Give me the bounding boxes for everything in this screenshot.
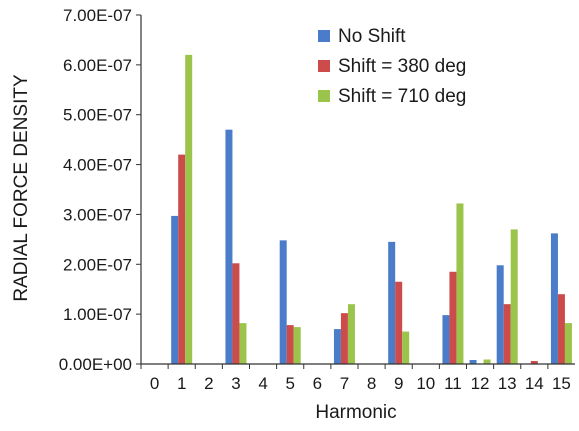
y-tick-label: 1.00E-07 (63, 305, 132, 324)
bar-shift-710-deg-harmonic-1 (185, 55, 192, 364)
bar-shift-710-deg-harmonic-3 (239, 323, 246, 364)
bar-no-shift-harmonic-13 (497, 265, 504, 364)
bar-shift-380-deg-harmonic-11 (449, 272, 456, 364)
y-axis-title: RADIAL FORCE DENSITY (11, 74, 32, 302)
legend-swatch (318, 30, 330, 42)
x-tick-label: 1 (177, 374, 186, 393)
bar-shift-380-deg-harmonic-15 (558, 294, 565, 364)
bar-no-shift-harmonic-5 (280, 240, 287, 364)
legend-label: Shift = 710 deg (338, 86, 466, 107)
bar-shift-380-deg-harmonic-7 (341, 313, 348, 364)
bar-shift-710-deg-harmonic-7 (348, 304, 355, 364)
bar-no-shift-harmonic-11 (442, 315, 449, 364)
y-tick-label: 3.00E-07 (63, 205, 132, 224)
legend-label: Shift = 380 deg (338, 56, 466, 77)
x-tick-label: 15 (552, 374, 571, 393)
y-tick-label: 2.00E-07 (63, 255, 132, 274)
x-tick-label: 6 (313, 374, 322, 393)
legend-swatch (318, 60, 330, 72)
bar-no-shift-harmonic-7 (334, 329, 341, 364)
bar-shift-710-deg-harmonic-5 (294, 327, 301, 364)
bar-shift-710-deg-harmonic-9 (402, 332, 409, 364)
bar-shift-380-deg-harmonic-5 (287, 325, 294, 364)
bar-no-shift-harmonic-3 (225, 130, 232, 364)
x-tick-label: 11 (444, 374, 462, 393)
bar-no-shift-harmonic-15 (551, 233, 558, 364)
x-tick-label: 8 (367, 374, 376, 393)
legend: No Shift Shift = 380 deg Shift = 710 deg (318, 26, 466, 107)
x-tick-label: 4 (258, 374, 267, 393)
bar-shift-710-deg-harmonic-11 (456, 203, 463, 364)
bar-shift-380-deg-harmonic-9 (395, 282, 402, 364)
x-tick-label: 13 (498, 374, 517, 393)
x-tick-label: 9 (394, 374, 403, 393)
y-tick-label: 6.00E-07 (63, 56, 132, 75)
x-tick-label: 10 (416, 374, 435, 393)
x-axis-title: Harmonic (315, 402, 396, 423)
y-tick-label: 0.00E+00 (59, 355, 132, 374)
x-tick-label: 14 (525, 374, 544, 393)
y-tick-label: 5.00E-07 (63, 106, 132, 125)
legend-swatch (318, 90, 330, 102)
x-tick-label: 12 (471, 374, 490, 393)
x-tick-label: 2 (204, 374, 213, 393)
bar-no-shift-harmonic-1 (171, 216, 178, 364)
bar-shift-380-deg-harmonic-1 (178, 155, 185, 364)
legend-label: No Shift (338, 26, 406, 47)
bar-shift-710-deg-harmonic-15 (565, 323, 572, 364)
x-tick-label: 0 (150, 374, 159, 393)
bar-shift-710-deg-harmonic-12 (484, 360, 491, 364)
x-tick-label: 5 (285, 374, 294, 393)
bar-shift-380-deg-harmonic-13 (504, 304, 511, 364)
y-tick-label: 4.00E-07 (63, 156, 132, 175)
x-tick-label: 7 (340, 374, 349, 393)
x-tick-label: 3 (231, 374, 240, 393)
bar-no-shift-harmonic-9 (388, 242, 395, 364)
bar-shift-380-deg-harmonic-3 (232, 263, 239, 364)
y-tick-label: 7.00E-07 (63, 6, 132, 25)
bar-shift-710-deg-harmonic-13 (511, 229, 518, 364)
